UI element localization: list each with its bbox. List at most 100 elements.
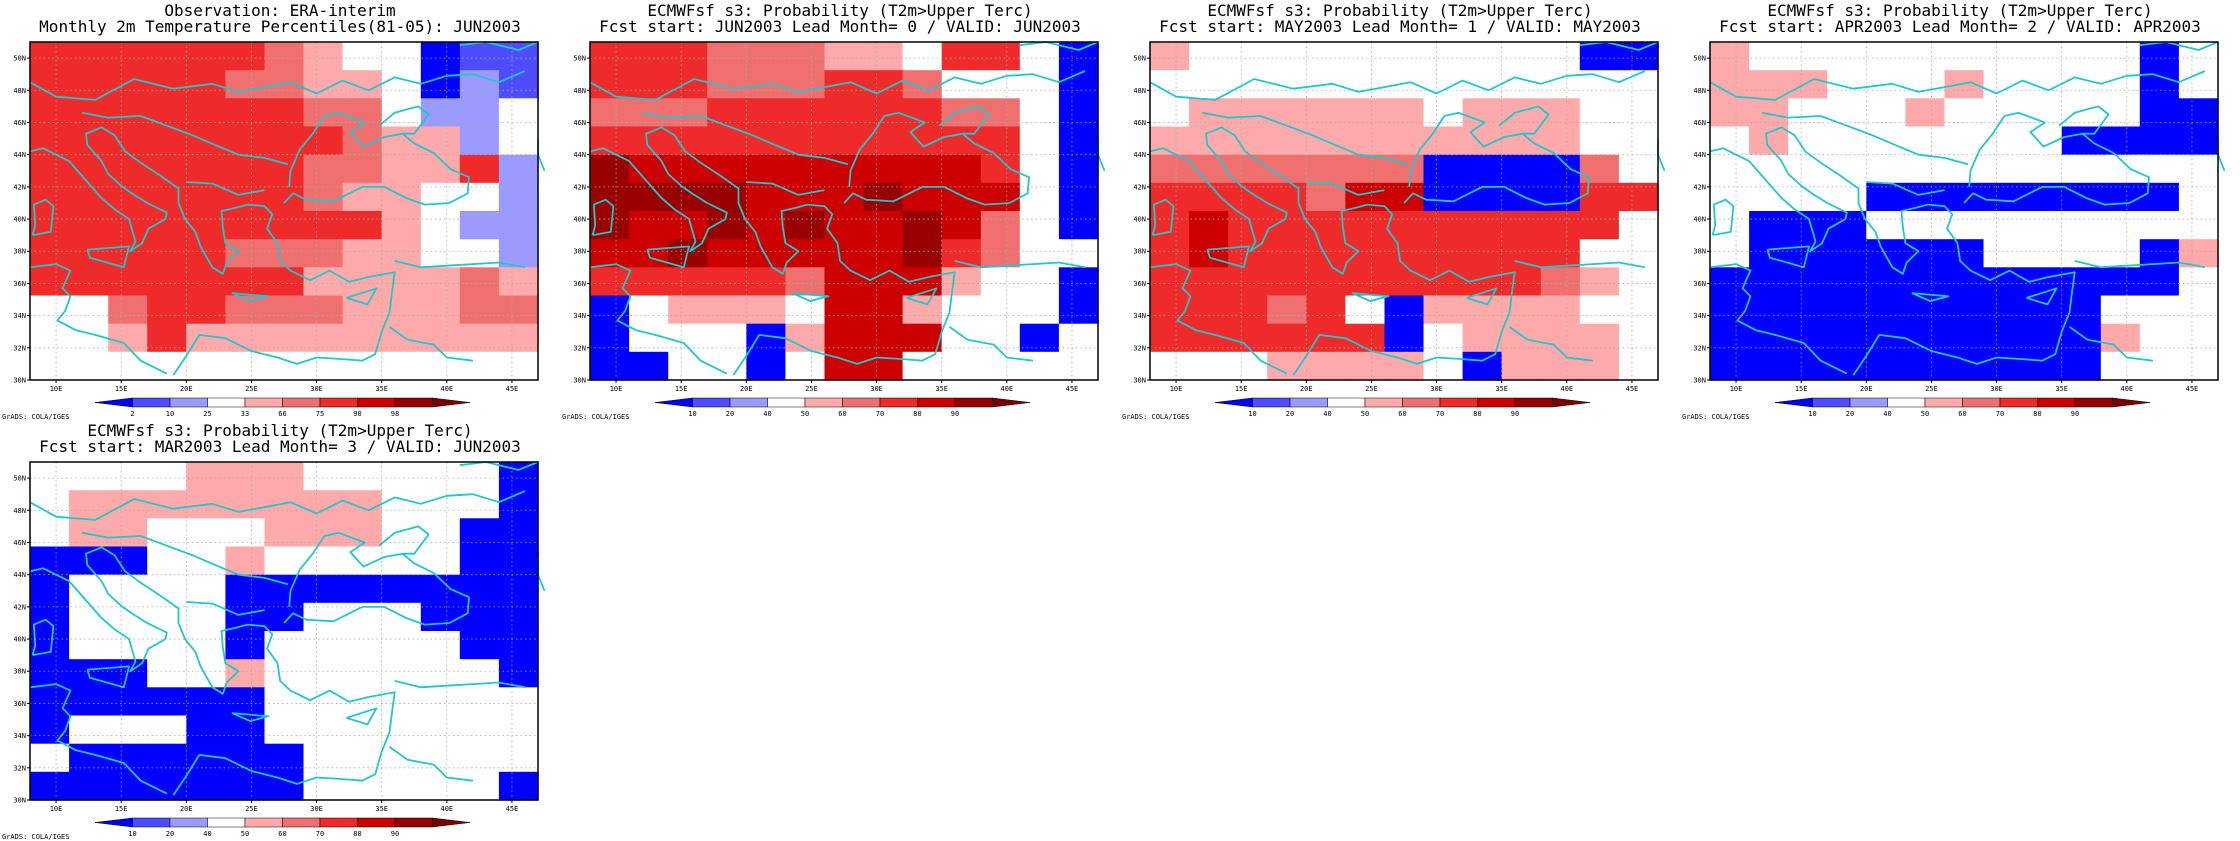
grid-cell bbox=[2178, 351, 2219, 381]
lat-tick-label: 42N bbox=[13, 603, 26, 611]
lon-tick-label: 45E bbox=[506, 805, 519, 813]
grid-cell bbox=[2178, 211, 2219, 240]
colorbar-swatch bbox=[132, 397, 171, 408]
grid-cell bbox=[498, 518, 539, 548]
grid-cell bbox=[69, 715, 109, 745]
grid-cell bbox=[303, 70, 344, 99]
lat-tick-label: 34N bbox=[1693, 312, 1706, 320]
lat-tick-label: 44N bbox=[1133, 151, 1146, 159]
grid-cell bbox=[2100, 211, 2141, 240]
grid-cell bbox=[1019, 126, 1060, 156]
lon-tick-label: 10E bbox=[50, 805, 63, 813]
colorbar-tick-label: 80 bbox=[353, 830, 361, 838]
colorbar-swatch bbox=[1327, 397, 1366, 408]
grid-cell bbox=[785, 154, 826, 184]
lat-tick-label: 38N bbox=[13, 668, 26, 676]
grid-cell bbox=[629, 70, 669, 99]
lon-tick-label: 20E bbox=[180, 385, 193, 393]
lat-tick-label: 44N bbox=[1693, 151, 1706, 159]
lon-tick-label: 15E bbox=[115, 805, 128, 813]
grid-cell bbox=[303, 462, 344, 491]
grid-cell bbox=[147, 518, 187, 548]
grid-cell bbox=[629, 351, 669, 381]
grid-cell bbox=[459, 574, 500, 604]
grid-cell bbox=[1618, 323, 1659, 353]
grid-cell bbox=[1827, 323, 1867, 353]
lon-tick-label: 35E bbox=[935, 385, 948, 393]
grid-cell bbox=[147, 239, 187, 268]
lat-tick-label: 38N bbox=[13, 248, 26, 256]
grid-cell bbox=[2061, 295, 2102, 325]
grid-cell bbox=[303, 295, 344, 325]
grid-cell bbox=[1267, 98, 1307, 128]
grid-cell bbox=[498, 574, 539, 604]
grid-cell bbox=[1189, 42, 1229, 71]
shaded-grid bbox=[1710, 42, 2219, 381]
grid-cell bbox=[30, 295, 70, 325]
grid-cell bbox=[108, 70, 148, 99]
coastline bbox=[29, 126, 396, 376]
panel-title-line1: ECMWFsf s3: Probability (T2m>Upper Terc) bbox=[647, 1, 1033, 20]
grid-cell bbox=[1150, 239, 1190, 268]
grid-cell bbox=[381, 743, 422, 773]
grid-cell bbox=[1710, 351, 1750, 381]
grid-cell bbox=[746, 42, 786, 71]
grid-cell bbox=[746, 351, 786, 381]
colorbar-tick-label: 50 bbox=[1361, 410, 1369, 418]
grid-cell bbox=[863, 126, 904, 156]
grid-cell bbox=[186, 239, 226, 268]
lon-tick-label: 20E bbox=[740, 385, 753, 393]
grid-cell bbox=[1983, 211, 2024, 240]
colorbar-arrow-low bbox=[1774, 397, 1813, 408]
grid-cell bbox=[342, 323, 383, 353]
grid-cell bbox=[902, 42, 943, 71]
colorbar-swatch bbox=[842, 397, 881, 408]
coastline bbox=[231, 712, 270, 722]
coastline bbox=[537, 558, 546, 592]
grid-cell bbox=[108, 42, 148, 71]
grid-cell bbox=[1423, 154, 1464, 184]
colorbar-swatch bbox=[1439, 397, 1478, 408]
grid-cell bbox=[863, 295, 904, 325]
grid-cell bbox=[1228, 211, 1268, 240]
coastline bbox=[1963, 111, 2150, 206]
grid-cell bbox=[1710, 239, 1750, 268]
grid-cell bbox=[1501, 323, 1542, 353]
grid-cell bbox=[342, 518, 383, 548]
lat-tick-label: 32N bbox=[13, 344, 26, 352]
grid-cell bbox=[1345, 182, 1386, 212]
grid-cell bbox=[1345, 211, 1386, 240]
grid-cell bbox=[459, 267, 500, 297]
coastline bbox=[1911, 292, 1950, 302]
lat-tick-label: 38N bbox=[1133, 248, 1146, 256]
lat-tick-label: 42N bbox=[1133, 183, 1146, 191]
grid-cell bbox=[1866, 154, 1906, 184]
grid-cell bbox=[590, 351, 630, 381]
coastline bbox=[231, 292, 270, 302]
grid-cell bbox=[1228, 351, 1268, 381]
grid-cell bbox=[1019, 182, 1060, 212]
coastline bbox=[1306, 181, 1385, 196]
coastline bbox=[2217, 138, 2226, 172]
grid-cell bbox=[1866, 295, 1906, 325]
grid-cell bbox=[459, 687, 500, 717]
grid-cell bbox=[2100, 182, 2141, 212]
grid-cell bbox=[1019, 267, 1060, 297]
coastline bbox=[283, 531, 470, 626]
lat-tick-label: 34N bbox=[573, 312, 586, 320]
grid-cell bbox=[342, 98, 383, 128]
grid-cell bbox=[1501, 267, 1542, 297]
coastline bbox=[591, 198, 615, 236]
grid-cell bbox=[2022, 70, 2063, 99]
grid-cell bbox=[303, 42, 344, 71]
colorbar-tick-label: 90 bbox=[1511, 410, 1519, 418]
grid-cell bbox=[1618, 70, 1659, 99]
grid-cell bbox=[1345, 154, 1386, 184]
grid-cell bbox=[459, 546, 500, 576]
grid-cell bbox=[1058, 351, 1099, 381]
grid-cell bbox=[2100, 267, 2141, 297]
grid-cell bbox=[498, 70, 539, 99]
colorbar-tick-label: 60 bbox=[278, 830, 286, 838]
grid-cell bbox=[1384, 182, 1425, 212]
lon-tick-label: 30E bbox=[310, 805, 323, 813]
